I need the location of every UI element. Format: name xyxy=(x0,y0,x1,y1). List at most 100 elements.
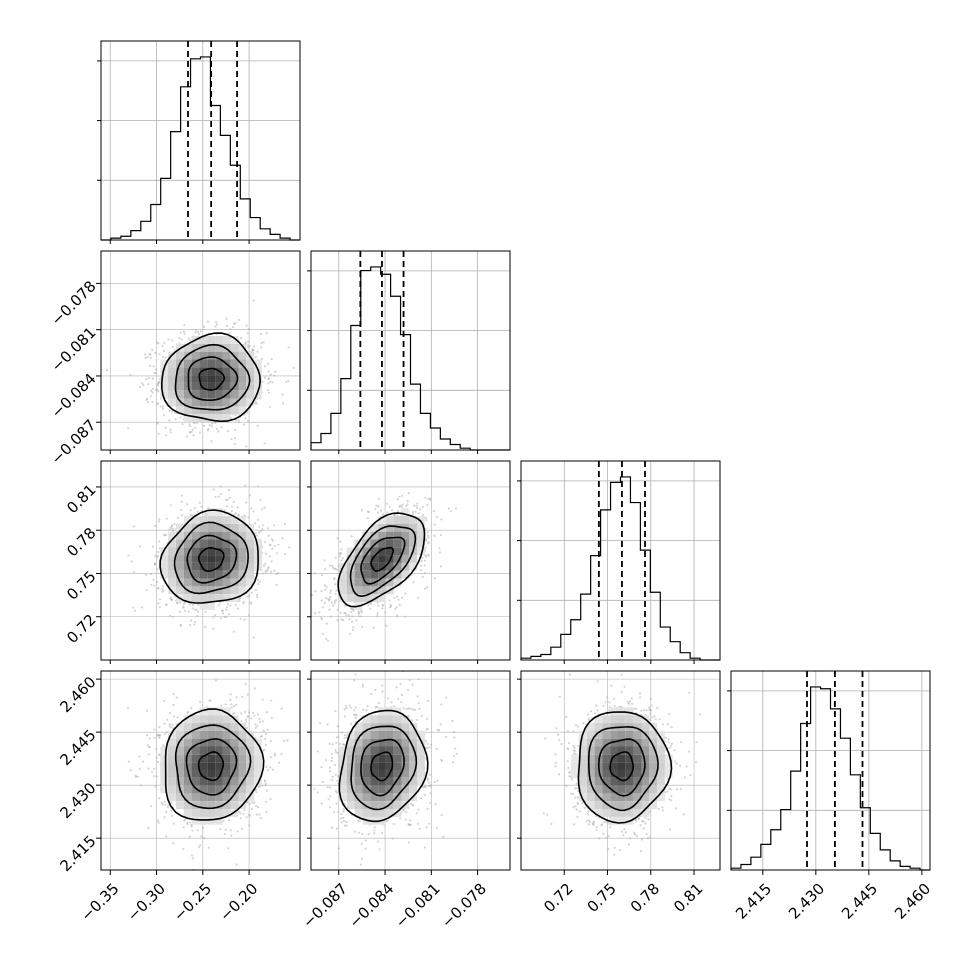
density-cell xyxy=(401,754,410,763)
y-tick-label-p1: −0.078 xyxy=(48,277,100,329)
sample-point xyxy=(156,384,159,387)
density-cell xyxy=(594,801,603,810)
sample-point xyxy=(221,612,225,615)
sample-point xyxy=(173,411,177,414)
sample-point xyxy=(269,373,272,376)
density-cell xyxy=(207,359,215,368)
density-cell xyxy=(641,785,650,794)
density-cell xyxy=(183,730,192,739)
sample-point xyxy=(417,512,420,515)
sample-point xyxy=(417,822,420,825)
density-cell xyxy=(354,793,363,802)
sample-point xyxy=(544,737,547,740)
density-cell xyxy=(222,723,231,731)
sample-point xyxy=(189,513,192,517)
sample-point xyxy=(364,839,367,842)
density-cell xyxy=(354,578,363,587)
sample-point xyxy=(647,706,651,709)
density-cell xyxy=(602,793,611,802)
sample-point xyxy=(395,606,398,609)
density-cell xyxy=(602,730,611,739)
sample-point xyxy=(641,820,644,823)
density-cell xyxy=(339,594,347,602)
sample-point xyxy=(129,769,132,772)
sample-point xyxy=(132,606,135,609)
sample-point xyxy=(166,806,169,809)
sample-point xyxy=(345,613,348,617)
density-cell xyxy=(207,816,215,825)
sample-point xyxy=(406,499,409,503)
density-cell xyxy=(230,777,239,786)
sample-point xyxy=(328,608,331,611)
sample-point xyxy=(270,560,273,563)
sample-point xyxy=(161,590,164,593)
density-cell xyxy=(641,723,650,731)
sample-point xyxy=(398,505,401,508)
density-cell xyxy=(370,563,378,571)
sample-point xyxy=(257,485,260,488)
sample-point xyxy=(333,602,336,605)
sample-point xyxy=(426,531,429,534)
sample-point xyxy=(334,749,337,752)
sample-point xyxy=(329,795,332,798)
sample-point xyxy=(265,332,268,335)
density-cell xyxy=(378,738,386,747)
sample-point xyxy=(342,619,345,622)
sample-point xyxy=(172,842,175,845)
density-cell xyxy=(160,359,169,368)
density-cell xyxy=(401,770,410,778)
density-cell xyxy=(362,738,371,747)
density-cell xyxy=(602,715,611,724)
density-cell xyxy=(215,343,223,352)
sample-point xyxy=(313,572,316,575)
density-cell xyxy=(183,738,192,747)
sample-point xyxy=(157,587,160,590)
density-cell xyxy=(191,746,200,755)
x-tick-label-p1: −0.084 xyxy=(345,880,397,932)
density-cell xyxy=(385,738,394,747)
y-tick-label-p3: 2.460 xyxy=(56,673,99,716)
sample-point xyxy=(592,820,595,823)
sample-point xyxy=(415,812,418,815)
density-cell xyxy=(222,351,231,360)
sample-point xyxy=(427,822,431,825)
sample-point xyxy=(264,743,267,746)
density-cell xyxy=(618,762,626,770)
sample-point xyxy=(669,744,673,747)
sample-point xyxy=(154,785,157,788)
sample-point xyxy=(225,608,228,611)
sample-point xyxy=(340,618,343,621)
sample-point xyxy=(280,707,283,710)
sample-point xyxy=(605,821,608,824)
sample-point xyxy=(325,597,328,600)
sample-point xyxy=(266,569,269,572)
sample-point xyxy=(428,541,431,544)
panel-frame xyxy=(730,670,931,871)
sample-point xyxy=(381,604,384,607)
sample-point xyxy=(374,688,377,691)
sample-point xyxy=(576,815,579,819)
sample-point xyxy=(339,553,342,556)
density-cell xyxy=(393,754,402,763)
density-cell xyxy=(409,516,418,524)
sample-point xyxy=(234,512,237,515)
sample-point xyxy=(268,377,271,380)
sample-point xyxy=(256,350,259,353)
sample-point xyxy=(330,826,334,829)
sample-point xyxy=(214,325,217,328)
density-cell xyxy=(370,730,378,739)
density-cell xyxy=(362,723,371,731)
density-cell xyxy=(625,801,634,810)
density-cell xyxy=(199,539,208,548)
density-cell xyxy=(393,531,402,540)
density-cell xyxy=(176,762,184,770)
sample-point xyxy=(167,338,170,341)
sample-point xyxy=(193,506,196,509)
density-cell xyxy=(222,555,231,563)
sample-point xyxy=(180,508,183,511)
sample-point xyxy=(345,704,348,708)
sample-point xyxy=(219,493,222,496)
density-cell xyxy=(664,762,673,770)
density-cell xyxy=(246,555,255,563)
sample-point xyxy=(158,518,161,521)
